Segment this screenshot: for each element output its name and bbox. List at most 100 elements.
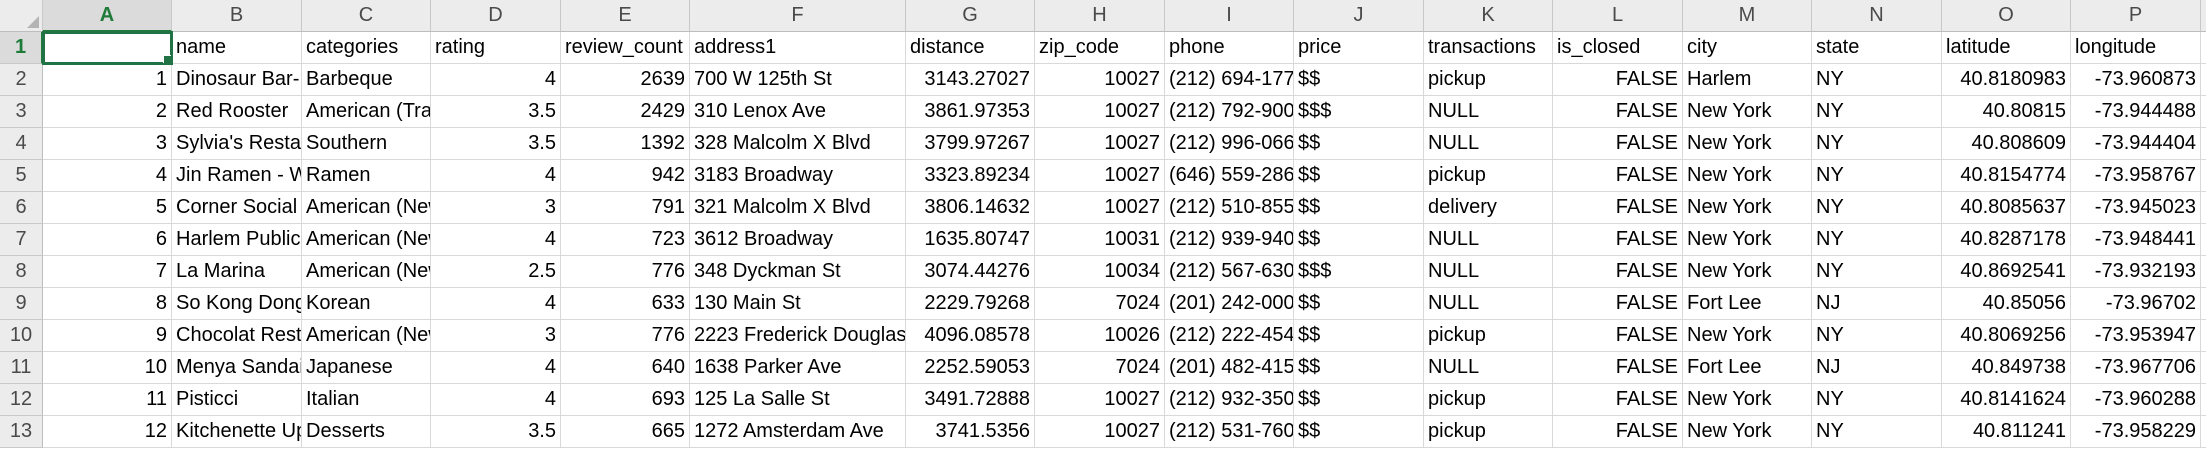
column-header-K[interactable]: K bbox=[1424, 0, 1553, 32]
data-cell[interactable]: New York bbox=[1683, 384, 1812, 416]
data-cell[interactable]: 3323.89234 bbox=[906, 160, 1035, 192]
data-cell[interactable] bbox=[2201, 288, 2206, 320]
data-cell[interactable]: 6 bbox=[43, 224, 172, 256]
data-cell[interactable]: 7024 bbox=[1035, 352, 1165, 384]
data-cell[interactable]: 2223 Frederick Douglass Blvd bbox=[690, 320, 906, 352]
data-cell[interactable] bbox=[2201, 160, 2206, 192]
data-cell[interactable]: 7 bbox=[43, 256, 172, 288]
data-cell[interactable]: -73.958229 bbox=[2071, 416, 2201, 448]
data-cell[interactable]: 5 bbox=[43, 192, 172, 224]
data-cell[interactable]: -73.958767 bbox=[2071, 160, 2201, 192]
data-cell[interactable]: 3074.44276 bbox=[906, 256, 1035, 288]
data-cell[interactable]: 4 bbox=[431, 352, 561, 384]
data-cell[interactable]: $$ bbox=[1294, 160, 1424, 192]
data-cell[interactable]: 633 bbox=[561, 288, 690, 320]
column-header-J[interactable]: J bbox=[1294, 0, 1424, 32]
data-cell[interactable]: FALSE bbox=[1553, 288, 1683, 320]
header-cell-J[interactable]: price bbox=[1294, 32, 1424, 64]
data-cell[interactable]: NULL bbox=[1424, 96, 1553, 128]
data-cell[interactable]: 2229.79268 bbox=[906, 288, 1035, 320]
column-header-B[interactable]: B bbox=[172, 0, 302, 32]
data-cell[interactable]: New York bbox=[1683, 160, 1812, 192]
data-cell[interactable]: (212) 531-7600 bbox=[1165, 416, 1294, 448]
data-cell[interactable]: Fort Lee bbox=[1683, 352, 1812, 384]
data-cell[interactable]: Chocolat Restaurant bbox=[172, 320, 302, 352]
data-cell[interactable]: (212) 996-0660 bbox=[1165, 128, 1294, 160]
data-cell[interactable]: 640 bbox=[561, 352, 690, 384]
data-cell[interactable]: 1272 Amsterdam Ave bbox=[690, 416, 906, 448]
column-header-L[interactable]: L bbox=[1553, 0, 1683, 32]
data-cell[interactable]: 11 bbox=[43, 384, 172, 416]
data-cell[interactable]: 12 bbox=[43, 416, 172, 448]
header-cell-P[interactable]: longitude bbox=[2071, 32, 2201, 64]
column-header-H[interactable]: H bbox=[1035, 0, 1165, 32]
data-cell[interactable]: (212) 510-8552 bbox=[1165, 192, 1294, 224]
column-header-C[interactable]: C bbox=[302, 0, 431, 32]
data-cell[interactable]: 791 bbox=[561, 192, 690, 224]
data-cell[interactable]: 723 bbox=[561, 224, 690, 256]
data-cell[interactable]: 2 bbox=[43, 96, 172, 128]
data-cell[interactable]: New York bbox=[1683, 128, 1812, 160]
data-cell[interactable]: FALSE bbox=[1553, 64, 1683, 96]
data-cell[interactable]: (212) 567-6300 bbox=[1165, 256, 1294, 288]
header-cell-I[interactable]: phone bbox=[1165, 32, 1294, 64]
data-cell[interactable]: American (Traditional) bbox=[302, 96, 431, 128]
header-cell-B[interactable]: name bbox=[172, 32, 302, 64]
header-cell-K[interactable]: transactions bbox=[1424, 32, 1553, 64]
data-cell[interactable]: 10027 bbox=[1035, 384, 1165, 416]
data-cell[interactable]: -73.932193 bbox=[2071, 256, 2201, 288]
row-header-13[interactable]: 13 bbox=[0, 416, 43, 448]
data-cell[interactable]: New York bbox=[1683, 224, 1812, 256]
data-cell[interactable]: 40.8085637 bbox=[1942, 192, 2071, 224]
column-header-O[interactable]: O bbox=[1942, 0, 2071, 32]
data-cell[interactable]: NJ bbox=[1812, 352, 1942, 384]
column-header-N[interactable]: N bbox=[1812, 0, 1942, 32]
data-cell[interactable]: 2252.59053 bbox=[906, 352, 1035, 384]
data-cell[interactable]: Kitchenette Uptown bbox=[172, 416, 302, 448]
data-cell[interactable]: Sylvia's Restaurant bbox=[172, 128, 302, 160]
data-cell[interactable]: -73.944488 bbox=[2071, 96, 2201, 128]
data-cell[interactable]: 3741.5356 bbox=[906, 416, 1035, 448]
data-cell[interactable]: pickup bbox=[1424, 384, 1553, 416]
data-cell[interactable]: 3.5 bbox=[431, 96, 561, 128]
column-header-P[interactable]: P bbox=[2071, 0, 2201, 32]
data-cell[interactable]: 3806.14632 bbox=[906, 192, 1035, 224]
data-cell[interactable]: FALSE bbox=[1553, 128, 1683, 160]
row-header-6[interactable]: 6 bbox=[0, 192, 43, 224]
data-cell[interactable] bbox=[2201, 416, 2206, 448]
data-cell[interactable]: New York bbox=[1683, 192, 1812, 224]
row-header-8[interactable]: 8 bbox=[0, 256, 43, 288]
header-cell-N[interactable]: state bbox=[1812, 32, 1942, 64]
data-cell[interactable]: 348 Dyckman St bbox=[690, 256, 906, 288]
data-cell[interactable]: 328 Malcolm X Blvd bbox=[690, 128, 906, 160]
header-cell-O[interactable]: latitude bbox=[1942, 32, 2071, 64]
data-cell[interactable]: 9 bbox=[43, 320, 172, 352]
data-cell[interactable]: 40.811241 bbox=[1942, 416, 2071, 448]
row-header-2[interactable]: 2 bbox=[0, 64, 43, 96]
data-cell[interactable]: -73.945023 bbox=[2071, 192, 2201, 224]
data-cell[interactable]: FALSE bbox=[1553, 384, 1683, 416]
data-cell[interactable]: 3 bbox=[431, 320, 561, 352]
data-cell[interactable]: Red Rooster bbox=[172, 96, 302, 128]
data-cell[interactable]: Barbeque bbox=[302, 64, 431, 96]
data-cell[interactable]: Pisticci bbox=[172, 384, 302, 416]
data-cell[interactable]: $$ bbox=[1294, 320, 1424, 352]
data-cell[interactable] bbox=[2201, 224, 2206, 256]
data-cell[interactable]: NY bbox=[1812, 416, 1942, 448]
data-cell[interactable]: 3799.97267 bbox=[906, 128, 1035, 160]
row-header-7[interactable]: 7 bbox=[0, 224, 43, 256]
data-cell[interactable]: NULL bbox=[1424, 288, 1553, 320]
data-cell[interactable] bbox=[2201, 96, 2206, 128]
data-cell[interactable]: (212) 222-4545 bbox=[1165, 320, 1294, 352]
data-cell[interactable]: 40.8287178 bbox=[1942, 224, 2071, 256]
column-header-M[interactable]: M bbox=[1683, 0, 1812, 32]
data-cell[interactable]: 4096.08578 bbox=[906, 320, 1035, 352]
header-cell-D[interactable]: rating bbox=[431, 32, 561, 64]
data-cell[interactable]: (212) 694-1777 bbox=[1165, 64, 1294, 96]
data-cell[interactable]: (212) 932-3500 bbox=[1165, 384, 1294, 416]
data-cell[interactable] bbox=[2201, 64, 2206, 96]
data-cell[interactable]: New York bbox=[1683, 416, 1812, 448]
data-cell[interactable]: (212) 792-9001 bbox=[1165, 96, 1294, 128]
data-cell[interactable]: So Kong Dong bbox=[172, 288, 302, 320]
data-cell[interactable] bbox=[2201, 352, 2206, 384]
